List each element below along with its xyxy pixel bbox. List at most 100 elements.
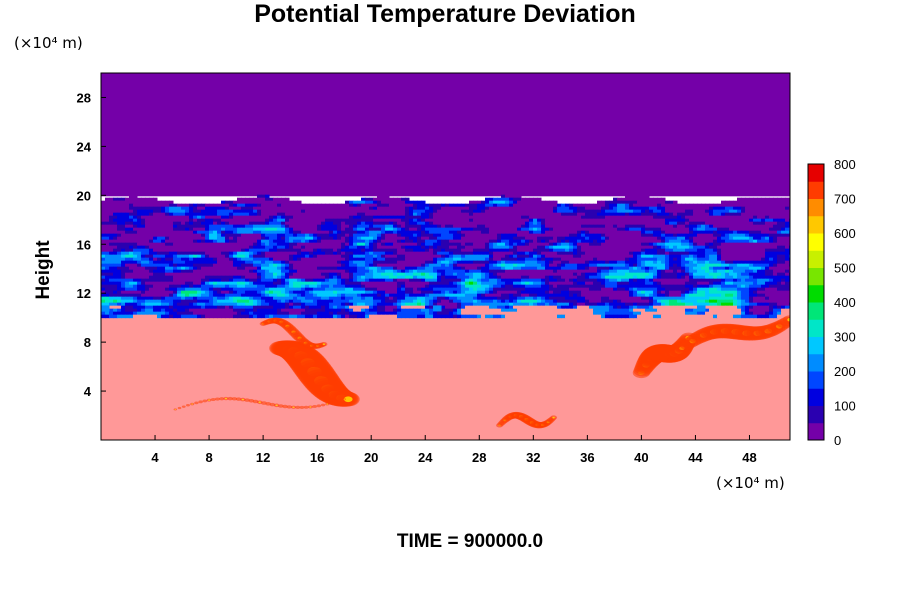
heatmap-cell bbox=[561, 224, 566, 229]
heatmap-cell bbox=[557, 248, 562, 253]
heatmap-cell bbox=[409, 242, 414, 247]
heatmap-cell bbox=[669, 233, 674, 238]
heatmap-cell bbox=[585, 245, 590, 250]
heatmap-cell bbox=[753, 260, 758, 265]
heatmap-cell bbox=[605, 236, 610, 241]
heatmap-cell bbox=[129, 209, 134, 214]
heatmap-cell bbox=[713, 269, 718, 274]
heatmap-cell bbox=[449, 245, 454, 250]
heatmap-cell bbox=[141, 266, 146, 271]
heatmap-cell bbox=[545, 203, 550, 208]
heatmap-cell bbox=[169, 245, 174, 250]
heatmap-cell bbox=[485, 236, 490, 241]
heatmap-cell bbox=[325, 209, 330, 214]
heatmap-cell bbox=[373, 197, 378, 202]
heatmap-cell bbox=[117, 248, 122, 253]
heatmap-cell bbox=[621, 278, 626, 283]
heatmap-cell bbox=[193, 269, 198, 274]
heatmap-cell bbox=[117, 281, 122, 286]
heatmap-cell bbox=[313, 203, 318, 208]
heatmap-cell bbox=[613, 257, 618, 262]
heatmap-cell bbox=[709, 269, 714, 274]
heatmap-cell bbox=[713, 248, 718, 253]
heatmap-cell bbox=[557, 266, 562, 271]
heatmap-cell bbox=[577, 248, 582, 253]
heatmap-cell bbox=[285, 272, 290, 277]
heatmap-cell bbox=[345, 236, 350, 241]
heatmap-cell bbox=[157, 245, 162, 250]
heatmap-cell bbox=[405, 227, 410, 232]
heatmap-cell bbox=[149, 260, 154, 265]
heatmap-cell bbox=[253, 233, 258, 238]
heatmap-cell bbox=[541, 236, 546, 241]
heatmap-cell bbox=[617, 215, 622, 220]
heatmap-cell bbox=[469, 224, 474, 229]
heatmap-cell bbox=[109, 215, 114, 220]
heatmap-cell bbox=[381, 227, 386, 232]
heatmap-cell bbox=[469, 245, 474, 250]
heatmap-cell bbox=[117, 200, 122, 205]
heatmap-cell bbox=[425, 251, 430, 256]
heatmap-cell bbox=[257, 272, 262, 277]
heatmap-cell bbox=[625, 239, 630, 244]
heatmap-cell bbox=[357, 263, 362, 268]
heatmap-cell bbox=[525, 221, 530, 226]
heatmap-cell bbox=[133, 224, 138, 229]
heatmap-cell bbox=[777, 269, 782, 274]
heatmap-cell bbox=[629, 257, 634, 262]
heatmap-cell bbox=[153, 275, 158, 280]
heatmap-cell bbox=[625, 200, 630, 205]
heatmap-cell bbox=[185, 260, 190, 265]
heatmap-cell bbox=[121, 206, 126, 211]
heatmap-cell bbox=[697, 242, 702, 247]
heatmap-cell bbox=[401, 206, 406, 211]
heatmap-cell bbox=[769, 245, 774, 250]
heatmap-cell bbox=[257, 245, 262, 250]
heatmap-cell bbox=[321, 224, 326, 229]
heatmap-cell bbox=[669, 212, 674, 217]
heatmap-cell bbox=[521, 230, 526, 235]
heatmap-cell bbox=[233, 212, 238, 217]
heatmap-cell bbox=[745, 203, 750, 208]
heatmap-cell bbox=[105, 278, 110, 283]
heatmap-cell bbox=[233, 236, 238, 241]
heatmap-cell bbox=[597, 266, 602, 271]
heatmap-cell bbox=[577, 266, 582, 271]
heatmap-cell bbox=[581, 278, 586, 283]
heatmap-cell bbox=[645, 266, 650, 271]
heatmap-cell bbox=[653, 197, 658, 202]
heatmap-cell bbox=[285, 275, 290, 280]
heatmap-cell bbox=[753, 224, 758, 229]
heatmap-cell bbox=[653, 251, 658, 256]
heatmap-cell bbox=[409, 263, 414, 268]
heatmap-cell bbox=[425, 248, 430, 253]
heatmap-cell bbox=[673, 239, 678, 244]
heatmap-cell bbox=[233, 200, 238, 205]
heatmap-cell bbox=[657, 248, 662, 253]
heatmap-cell bbox=[209, 203, 214, 208]
heatmap-cell bbox=[277, 251, 282, 256]
heatmap-cell bbox=[393, 278, 398, 283]
heatmap-cell bbox=[537, 209, 542, 214]
heatmap-cell bbox=[237, 245, 242, 250]
heatmap-cell bbox=[109, 278, 114, 283]
heatmap-cell bbox=[397, 206, 402, 211]
heatmap-cell bbox=[741, 221, 746, 226]
heatmap-cell bbox=[465, 278, 470, 283]
heatmap-cell bbox=[213, 212, 218, 217]
heatmap-cell bbox=[653, 212, 658, 217]
heatmap-cell bbox=[681, 230, 686, 235]
heatmap-cell bbox=[137, 209, 142, 214]
heatmap-cell bbox=[353, 239, 358, 244]
heatmap-cell bbox=[225, 212, 230, 217]
heatmap-cell bbox=[537, 239, 542, 244]
heatmap-cell bbox=[409, 221, 414, 226]
heatmap-cell bbox=[625, 212, 630, 217]
heatmap-cell bbox=[101, 239, 106, 244]
heatmap-cell bbox=[693, 260, 698, 265]
heatmap-cell bbox=[381, 263, 386, 268]
heatmap-cell bbox=[641, 254, 646, 259]
heatmap-cell bbox=[173, 251, 178, 256]
heatmap-cell bbox=[737, 278, 742, 283]
heatmap-cell bbox=[197, 275, 202, 280]
